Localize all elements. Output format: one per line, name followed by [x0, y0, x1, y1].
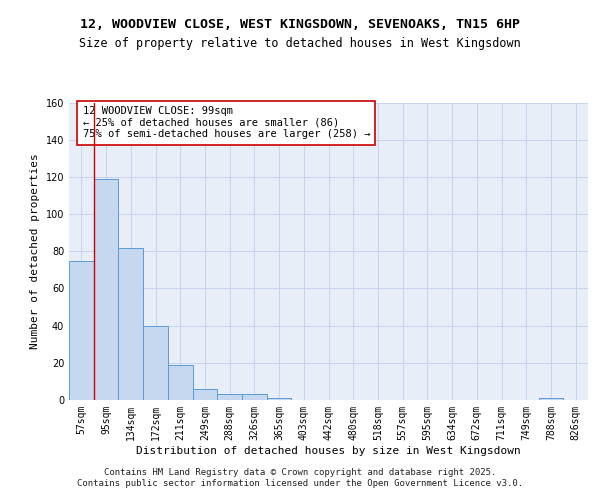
Text: Contains HM Land Registry data © Crown copyright and database right 2025.
Contai: Contains HM Land Registry data © Crown c… — [77, 468, 523, 487]
Y-axis label: Number of detached properties: Number of detached properties — [30, 154, 40, 349]
Bar — [267, 398, 292, 400]
Bar — [118, 248, 143, 400]
Bar — [69, 260, 94, 400]
Text: 12 WOODVIEW CLOSE: 99sqm
← 25% of detached houses are smaller (86)
75% of semi-d: 12 WOODVIEW CLOSE: 99sqm ← 25% of detach… — [83, 106, 370, 140]
Bar — [143, 326, 168, 400]
Bar — [217, 394, 242, 400]
Bar — [242, 394, 267, 400]
Bar — [94, 178, 118, 400]
Text: Size of property relative to detached houses in West Kingsdown: Size of property relative to detached ho… — [79, 38, 521, 51]
Bar — [193, 389, 217, 400]
Bar — [168, 364, 193, 400]
Bar — [539, 398, 563, 400]
Text: 12, WOODVIEW CLOSE, WEST KINGSDOWN, SEVENOAKS, TN15 6HP: 12, WOODVIEW CLOSE, WEST KINGSDOWN, SEVE… — [80, 18, 520, 30]
X-axis label: Distribution of detached houses by size in West Kingsdown: Distribution of detached houses by size … — [136, 446, 521, 456]
